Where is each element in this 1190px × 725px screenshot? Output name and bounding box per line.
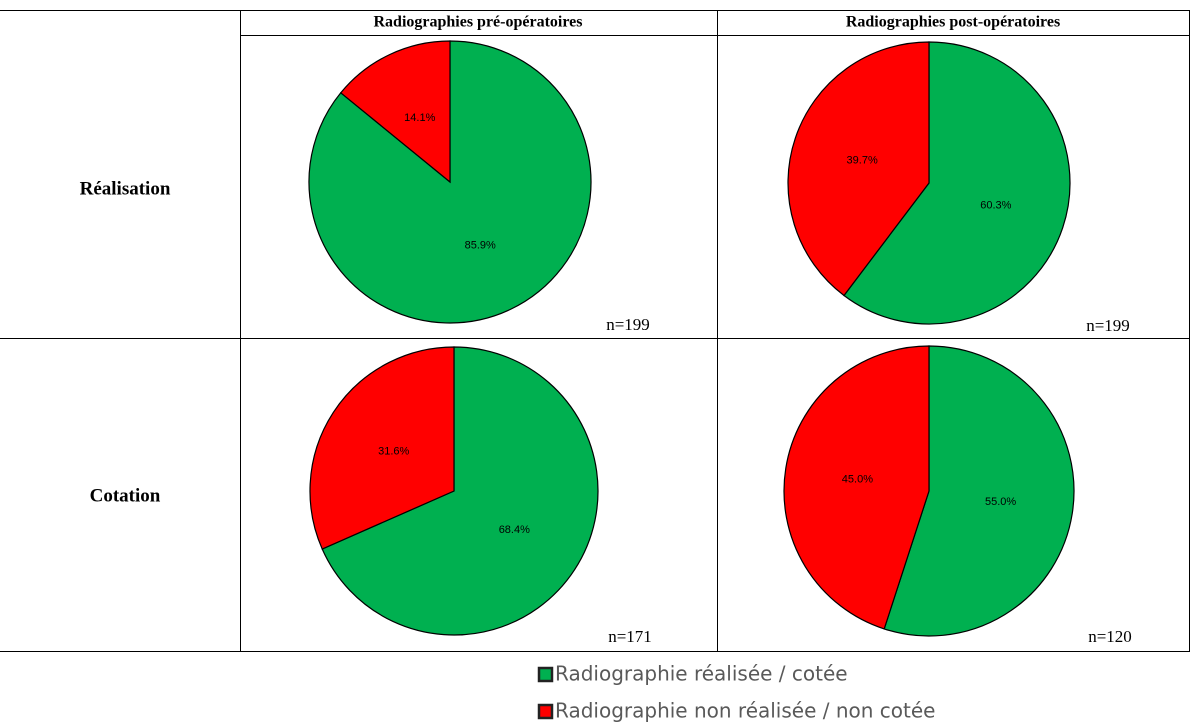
pie-slice (783, 345, 930, 630)
pie-slice (321, 346, 599, 636)
legend-swatch (537, 666, 554, 683)
sample-size: n=199 (606, 315, 650, 334)
slice-label: 31.6% (378, 446, 409, 458)
slice-label: 39.7% (847, 154, 878, 166)
slice-label: 14.1% (404, 112, 435, 124)
slice-label: 68.4% (499, 524, 530, 536)
pie-slice (883, 345, 1075, 637)
slice-label: 45.0% (842, 474, 873, 486)
pie-slice (787, 41, 930, 297)
column-header: Radiographies post-opératoires (846, 14, 1060, 31)
slice-label: 55.0% (985, 496, 1016, 508)
legend-swatch (537, 703, 554, 720)
row-header: Réalisation (80, 178, 171, 199)
legend-label: Radiographie réalisée / cotée (555, 662, 848, 686)
pie-slice (339, 40, 451, 184)
row-header: Cotation (90, 485, 161, 506)
legend-label: Radiographie non réalisée / non cotée (555, 699, 935, 723)
pie-slice (843, 41, 1071, 325)
sample-size: n=199 (1086, 316, 1130, 335)
slice-label: 60.3% (980, 199, 1011, 211)
column-header: Radiographies pré-opératoires (373, 14, 582, 31)
pie-slice (309, 346, 455, 550)
sample-size: n=171 (608, 627, 652, 646)
sample-size: n=120 (1088, 627, 1132, 646)
slice-label: 85.9% (465, 240, 496, 252)
